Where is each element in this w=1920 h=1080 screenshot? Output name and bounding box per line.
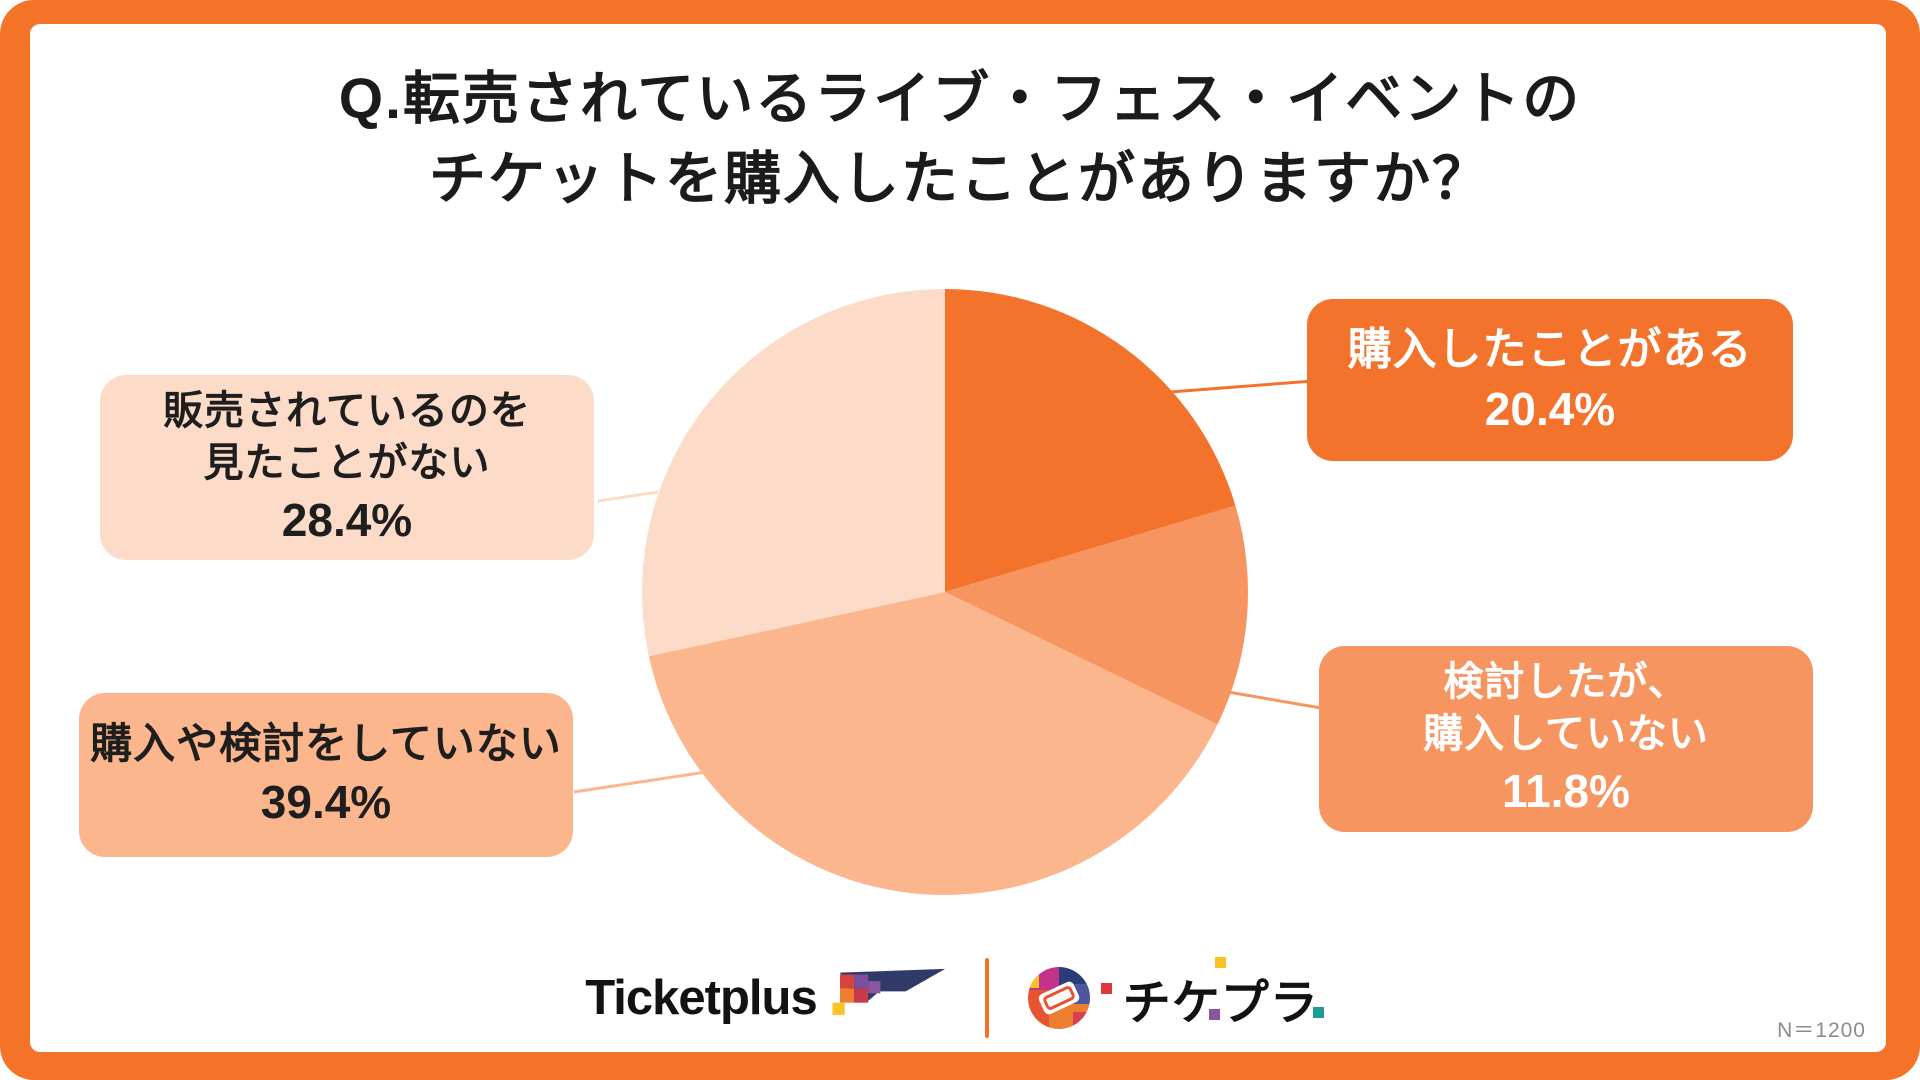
callout-considered-label-1: 検討したが、 <box>1443 660 1689 705</box>
callout-never-seen-value: 28.4% <box>281 493 413 546</box>
ticketplus-logo: Ticketplus <box>585 967 946 1029</box>
chikepura-ticket-icon <box>1027 967 1090 1029</box>
footer-divider <box>984 958 989 1038</box>
accent-square-red <box>1100 983 1112 994</box>
callout-never-seen-label-1: 販売されているのを <box>163 388 531 433</box>
chikepura-logo: チケプラ <box>1027 957 1335 1033</box>
accent-square-teal <box>1312 1007 1324 1018</box>
title-line-1: Q.転売されているライブ・フェス・イベントの <box>338 67 1582 131</box>
callout-purchased-value: 20.4% <box>1484 382 1616 435</box>
callout-never-seen-label-2: 見たことがない <box>203 440 491 485</box>
page-title: Q.転売されているライブ・フェス・イベントの チケットを購入したことがありますか… <box>0 60 1920 220</box>
footer-logos: Ticketplus <box>0 957 1920 1038</box>
callout-not-considered: 購入や検討をしていない 39.4% <box>79 693 573 857</box>
callout-considered-value: 11.8% <box>1502 765 1630 818</box>
title-line-2: チケットを購入したことがありますか？ <box>429 146 1491 211</box>
ticketplus-flag-icon <box>832 968 945 1015</box>
callout-considered: 検討したが、 購入していない 11.8% <box>1319 646 1813 832</box>
callout-considered-label-2: 購入していない <box>1423 712 1709 757</box>
callout-purchased-label: 購入したことがある <box>1347 324 1753 374</box>
ticketplus-wordmark: Ticketplus <box>585 971 817 1025</box>
callout-not-considered-value: 39.4% <box>260 776 392 829</box>
callout-not-considered-label: 購入や検討をしていない <box>90 719 562 767</box>
accent-square-yellow <box>1214 957 1226 968</box>
callout-purchased: 購入したことがある 20.4% <box>1307 299 1793 461</box>
sample-size-note: N＝1200 <box>1777 1019 1866 1042</box>
chikepura-text: チケプラ <box>1122 977 1319 1030</box>
callout-never-seen: 販売されているのを 見たことがない 28.4% <box>100 375 594 560</box>
chikepura-wordmark: チケプラ <box>1100 957 1335 1033</box>
accent-square-purple <box>1208 1009 1220 1020</box>
